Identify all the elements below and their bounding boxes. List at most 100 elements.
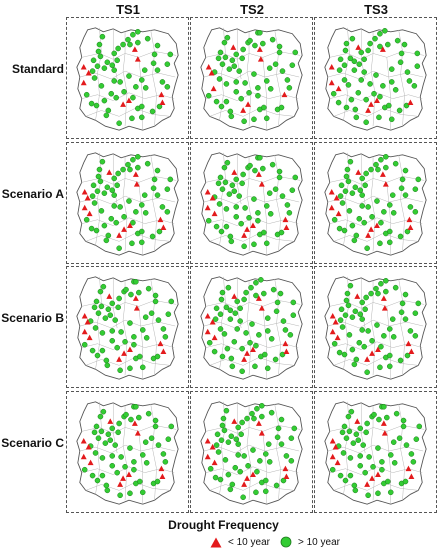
station-above-10yr bbox=[138, 103, 145, 110]
station-above-10yr bbox=[375, 490, 381, 497]
station-above-10yr bbox=[93, 423, 100, 430]
station-above-10yr bbox=[357, 453, 364, 459]
station-above-10yr bbox=[138, 202, 145, 208]
station-above-10yr bbox=[249, 410, 255, 417]
station-above-10yr bbox=[339, 324, 346, 330]
station-below-10yr bbox=[134, 430, 141, 436]
station-above-10yr bbox=[113, 219, 119, 226]
station-above-10yr bbox=[287, 332, 294, 338]
station-below-10yr bbox=[380, 420, 387, 426]
district-boundary bbox=[327, 319, 424, 329]
station-above-10yr bbox=[221, 427, 228, 434]
station-above-10yr bbox=[351, 67, 358, 73]
station-above-10yr bbox=[369, 213, 375, 220]
station-above-10yr bbox=[358, 77, 365, 83]
station-above-10yr bbox=[292, 49, 299, 56]
legend-item-below: < 10 year bbox=[210, 535, 270, 549]
station-above-10yr bbox=[154, 167, 161, 174]
station-above-10yr bbox=[112, 317, 119, 323]
station-above-10yr bbox=[398, 309, 405, 316]
station-above-10yr bbox=[227, 108, 234, 115]
station-above-10yr bbox=[130, 31, 136, 38]
station-above-10yr bbox=[393, 410, 400, 417]
station-above-10yr bbox=[280, 318, 287, 324]
station-above-10yr bbox=[282, 327, 289, 333]
station-above-10yr bbox=[111, 50, 118, 57]
station-above-10yr bbox=[92, 325, 99, 331]
station-above-10yr bbox=[247, 162, 253, 169]
station-above-10yr bbox=[227, 233, 234, 240]
district-boundary bbox=[150, 278, 157, 376]
station-above-10yr bbox=[236, 193, 243, 199]
station-above-10yr bbox=[235, 424, 242, 431]
station-below-10yr bbox=[281, 91, 288, 98]
station-above-10yr bbox=[131, 334, 137, 340]
station-below-10yr bbox=[355, 169, 362, 175]
station-above-10yr bbox=[164, 186, 171, 193]
station-above-10yr bbox=[99, 158, 106, 165]
station-below-10yr bbox=[329, 313, 336, 319]
station-below-10yr bbox=[381, 305, 388, 311]
station-above-10yr bbox=[396, 435, 403, 442]
station-above-10yr bbox=[349, 35, 356, 42]
station-above-10yr bbox=[403, 102, 410, 109]
station-above-10yr bbox=[351, 237, 358, 244]
station-above-10yr bbox=[351, 58, 358, 65]
map-panel-r1-c3 bbox=[314, 17, 437, 139]
station-above-10yr bbox=[240, 171, 246, 178]
station-below-10yr bbox=[355, 44, 362, 50]
station-above-10yr bbox=[260, 104, 267, 111]
station-above-10yr bbox=[105, 107, 112, 114]
station-below-10yr bbox=[204, 204, 211, 211]
station-above-10yr bbox=[264, 365, 271, 372]
station-above-10yr bbox=[363, 119, 369, 126]
station-above-10yr bbox=[400, 417, 407, 424]
station-above-10yr bbox=[412, 310, 419, 317]
station-above-10yr bbox=[207, 465, 214, 472]
station-above-10yr bbox=[259, 402, 265, 409]
station-below-10yr bbox=[334, 459, 341, 466]
station-above-10yr bbox=[95, 310, 102, 317]
map-panel-r2-c1 bbox=[66, 142, 189, 264]
station-above-10yr bbox=[289, 187, 296, 194]
station-above-10yr bbox=[374, 198, 380, 204]
station-above-10yr bbox=[151, 176, 158, 183]
station-below-10yr bbox=[408, 473, 415, 479]
station-above-10yr bbox=[122, 338, 128, 345]
district-boundary bbox=[85, 108, 171, 117]
row-label-scenario-b: Scenario B bbox=[1, 311, 64, 325]
station-above-10yr bbox=[268, 409, 275, 416]
station-above-10yr bbox=[376, 416, 382, 423]
station-above-10yr bbox=[386, 352, 393, 359]
station-above-10yr bbox=[402, 291, 409, 298]
station-above-10yr bbox=[218, 103, 225, 110]
station-above-10yr bbox=[337, 56, 344, 63]
station-above-10yr bbox=[379, 466, 385, 473]
station-above-10yr bbox=[225, 439, 232, 445]
district-boundary bbox=[236, 402, 242, 454]
station-above-10yr bbox=[347, 55, 354, 62]
green-circle-icon bbox=[280, 536, 292, 548]
station-below-10yr bbox=[283, 473, 290, 479]
station-below-10yr bbox=[211, 210, 218, 217]
station-above-10yr bbox=[375, 445, 381, 451]
station-above-10yr bbox=[167, 176, 174, 183]
station-above-10yr bbox=[231, 188, 238, 195]
station-above-10yr bbox=[109, 62, 116, 69]
station-above-10yr bbox=[278, 416, 285, 423]
station-below-10yr bbox=[374, 97, 380, 103]
district-boundary bbox=[360, 153, 366, 205]
station-above-10yr bbox=[241, 296, 247, 303]
district-boundary bbox=[138, 182, 143, 256]
district-boundary bbox=[262, 57, 267, 131]
station-above-10yr bbox=[115, 429, 121, 436]
station-above-10yr bbox=[290, 312, 297, 319]
station-above-10yr bbox=[355, 89, 362, 96]
station-above-10yr bbox=[389, 192, 396, 198]
station-above-10yr bbox=[344, 290, 351, 297]
station-above-10yr bbox=[252, 167, 258, 174]
row-label-scenario-a: Scenario A bbox=[1, 187, 64, 201]
station-below-10yr bbox=[80, 64, 87, 70]
station-below-10yr bbox=[106, 169, 113, 175]
station-above-10yr bbox=[371, 411, 377, 418]
